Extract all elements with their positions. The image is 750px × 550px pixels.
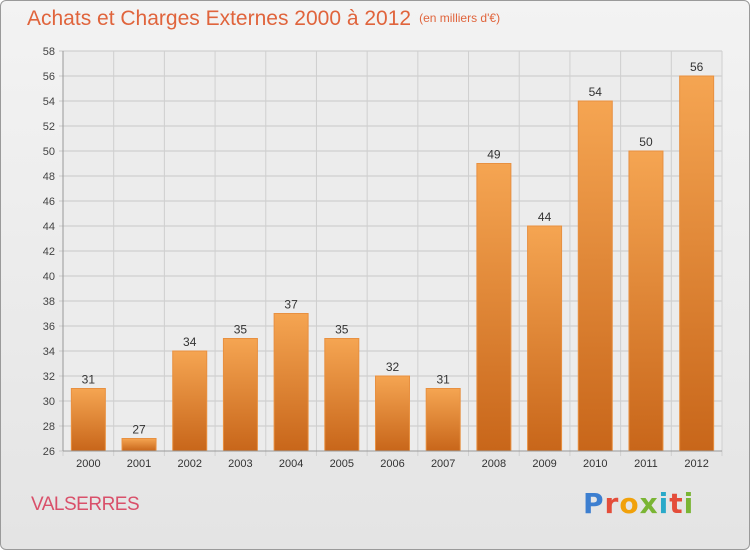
bar-value-label: 35 xyxy=(335,323,349,337)
bar-value-label: 31 xyxy=(437,373,451,387)
bar xyxy=(375,375,410,452)
bar xyxy=(70,388,106,452)
logo-letter: r xyxy=(604,487,620,520)
logo-letter: o xyxy=(619,487,640,520)
bar-value-label: 56 xyxy=(690,60,704,74)
bar-value-label: 35 xyxy=(234,323,248,337)
logo-letter: t xyxy=(669,487,684,520)
x-tick-label: 2012 xyxy=(684,458,708,470)
y-tick-label: 30 xyxy=(43,396,55,408)
bar xyxy=(222,338,258,452)
y-tick-label: 32 xyxy=(43,371,55,383)
x-tick-label: 2005 xyxy=(330,458,354,470)
y-tick-label: 26 xyxy=(43,446,55,458)
logo-letter: P xyxy=(583,487,605,520)
logo-letter: i xyxy=(683,487,695,520)
logo-letter: i xyxy=(658,487,670,520)
logo-letter: x xyxy=(639,487,659,520)
y-tick-label: 52 xyxy=(43,121,55,133)
x-tick-label: 2002 xyxy=(177,458,201,470)
x-tick-label: 2006 xyxy=(380,458,404,470)
bar xyxy=(628,150,664,452)
chart-unit: (en milliers d'€) xyxy=(419,11,501,25)
y-tick-label: 36 xyxy=(43,321,55,333)
x-tick-label: 2003 xyxy=(228,458,252,470)
y-tick-label: 46 xyxy=(43,196,55,208)
bar-value-label: 37 xyxy=(284,298,298,312)
y-tick-label: 42 xyxy=(43,246,55,258)
y-tick-label: 58 xyxy=(43,46,55,58)
bar-value-label: 54 xyxy=(589,85,603,99)
chart-title: Achats et Charges Externes 2000 à 2012 (e… xyxy=(27,7,500,31)
x-tick-label: 2001 xyxy=(127,458,151,470)
bar xyxy=(527,225,563,452)
bar-value-label: 27 xyxy=(132,423,146,437)
bar-value-label: 34 xyxy=(183,335,197,349)
bar xyxy=(425,388,461,452)
y-tick-label: 54 xyxy=(43,96,55,108)
y-tick-label: 50 xyxy=(43,146,55,158)
y-tick-label: 40 xyxy=(43,271,55,283)
bar xyxy=(679,75,715,452)
y-tick-label: 48 xyxy=(43,171,55,183)
x-tick-label: 2007 xyxy=(431,458,455,470)
x-tick-label: 2010 xyxy=(583,458,607,470)
y-tick-label: 34 xyxy=(43,346,55,358)
bar xyxy=(577,100,613,452)
x-tick-label: 2009 xyxy=(532,458,556,470)
y-tick-label: 38 xyxy=(43,296,55,308)
chart-title-text: Achats et Charges Externes 2000 à 2012 xyxy=(27,7,412,30)
x-tick-label: 2008 xyxy=(482,458,506,470)
y-tick-label: 28 xyxy=(43,421,55,433)
y-tick-label: 44 xyxy=(43,221,55,233)
bar xyxy=(121,438,157,452)
x-tick-label: 2004 xyxy=(279,458,303,470)
bar xyxy=(172,350,208,452)
bar xyxy=(476,163,512,452)
x-tick-label: 2011 xyxy=(634,458,658,470)
x-tick-label: 2000 xyxy=(76,458,100,470)
bar-value-label: 32 xyxy=(386,360,400,374)
commune-name: VALSERRES xyxy=(31,494,140,515)
bar-value-label: 44 xyxy=(538,210,552,224)
bar-value-label: 31 xyxy=(82,373,96,387)
bar-value-label: 50 xyxy=(639,135,653,149)
y-tick-label: 56 xyxy=(43,71,55,83)
proxiti-logo: Proxiti xyxy=(583,487,694,520)
bar-value-label: 49 xyxy=(487,148,501,162)
bar xyxy=(273,313,309,452)
bar xyxy=(324,338,360,452)
